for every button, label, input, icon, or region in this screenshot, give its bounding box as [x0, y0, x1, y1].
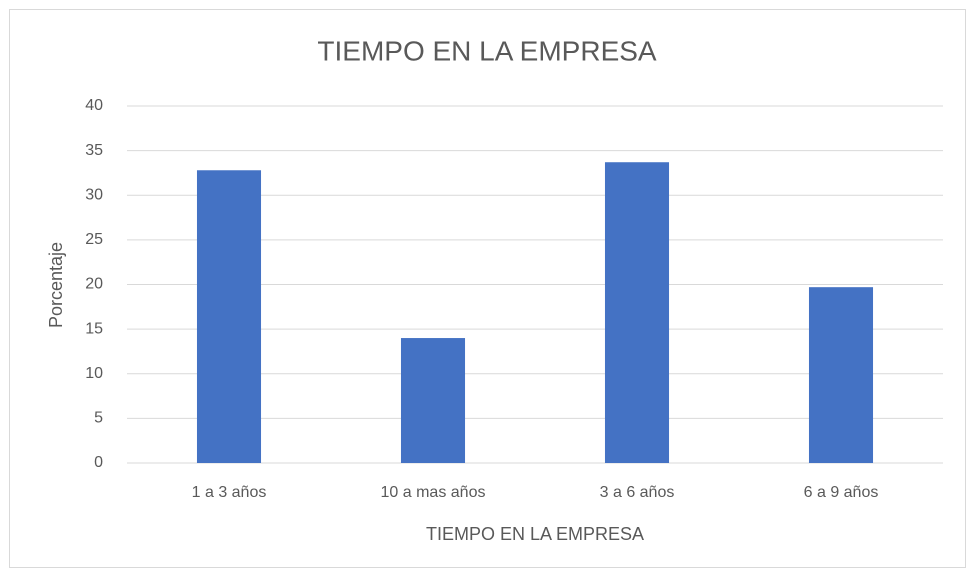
y-tick-label: 0 — [94, 454, 103, 471]
y-tick-label: 35 — [85, 142, 103, 159]
y-tick-label: 30 — [85, 186, 103, 203]
bar — [604, 162, 670, 464]
y-tick-label: 20 — [85, 276, 103, 293]
bar — [808, 287, 874, 463]
y-tick-label: 15 — [85, 320, 103, 337]
y-tick-label: 25 — [85, 231, 103, 248]
y-tick-label: 10 — [85, 365, 103, 382]
x-tick-label: 10 a mas años — [381, 484, 486, 501]
x-tick-label: 1 a 3 años — [192, 484, 267, 501]
bar — [196, 170, 262, 463]
x-tick-label: 6 a 9 años — [804, 484, 879, 501]
x-tick-label: 3 a 6 años — [600, 484, 675, 501]
x-axis-label: TIEMPO EN LA EMPRESA — [426, 524, 644, 544]
bar — [400, 338, 466, 463]
chart-title: TIEMPO EN LA EMPRESA — [317, 35, 657, 66]
y-tick-label: 40 — [85, 97, 103, 114]
y-axis-label: Porcentaje — [46, 242, 66, 328]
chart-border — [9, 9, 966, 568]
y-tick-label: 5 — [94, 410, 103, 427]
